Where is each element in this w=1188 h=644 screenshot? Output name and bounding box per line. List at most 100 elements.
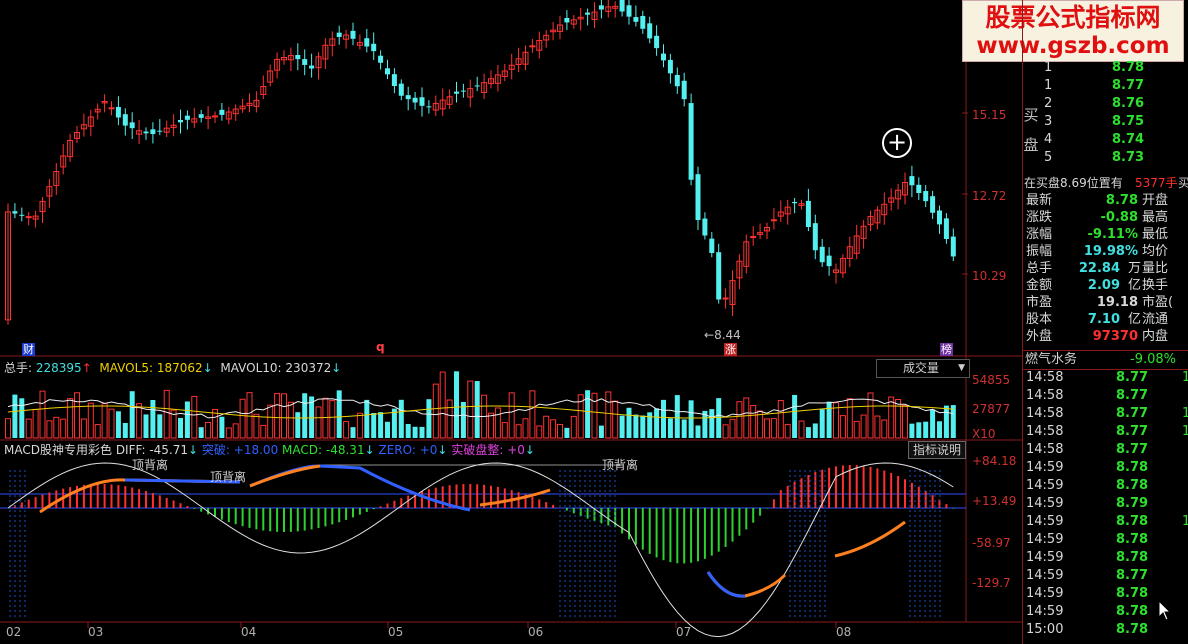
stat-label: 股本 xyxy=(1026,312,1053,327)
buy-level-row[interactable]: 2 8.76 xyxy=(1042,95,1188,113)
tick-row: 14:59 8.78 1 xyxy=(1024,513,1188,531)
stat-row: 外盘 97370 内盘 xyxy=(1024,328,1188,345)
buy-level-number: 1 xyxy=(1044,78,1053,93)
buy-label-top: 买 xyxy=(1023,106,1039,124)
mavol10-value: 230372 xyxy=(285,361,332,375)
tick-row: 14:59 8.78 xyxy=(1024,549,1188,567)
volume-bar xyxy=(460,401,466,438)
volume-bar xyxy=(577,394,584,439)
candle-body xyxy=(391,74,397,86)
candle-body xyxy=(777,211,784,217)
candle-body xyxy=(661,53,666,61)
stat-value: 97370 xyxy=(1092,329,1138,344)
volume-bar xyxy=(695,425,701,438)
down-arrow-icon: ↓ xyxy=(331,361,342,375)
stat-right-label: 最低 xyxy=(1142,227,1169,242)
candle-body xyxy=(674,74,680,87)
candle-body xyxy=(446,96,453,105)
tick-volume: 1 xyxy=(1182,514,1188,529)
candlestick-chart[interactable] xyxy=(0,0,1022,644)
buy-level-row[interactable]: 1 8.77 xyxy=(1042,77,1188,95)
volume-bar xyxy=(232,423,239,439)
volume-bar xyxy=(5,418,11,439)
volume-bar xyxy=(426,399,432,438)
indicator-dropdown-label: 成交量 xyxy=(903,361,940,375)
volume-bar xyxy=(163,389,170,439)
candle-body xyxy=(232,108,239,115)
tick-price: 8.77 xyxy=(1116,370,1149,385)
date-axis-tick: 02 xyxy=(6,625,22,639)
buy-level-row[interactable]: 1 8.78 xyxy=(1042,59,1188,77)
limit-up-marker[interactable]: 涨 xyxy=(724,343,737,356)
volume-bar xyxy=(508,392,515,439)
buy-level-number: 1 xyxy=(1044,60,1053,75)
volume-bar xyxy=(343,421,350,439)
volume-bar xyxy=(826,401,832,438)
candle-body xyxy=(729,280,736,306)
candle-body xyxy=(605,6,612,12)
volume-bar xyxy=(764,418,770,439)
candle-body xyxy=(508,64,515,70)
volume-bar xyxy=(46,420,53,439)
chevron-down-icon: ▼ xyxy=(958,363,965,373)
volume-bar xyxy=(612,400,619,439)
candle-body xyxy=(764,227,770,232)
indicator-help-button[interactable]: 指标说明 xyxy=(908,441,966,459)
macd-axis-tick: -129.7 xyxy=(972,576,1011,590)
volume-bar xyxy=(25,418,32,439)
zero-label: ZERO: xyxy=(378,443,416,457)
candle-body xyxy=(867,216,874,226)
buy-level-row[interactable]: 4 8.74 xyxy=(1042,131,1188,149)
candle-body xyxy=(501,70,508,77)
up-arrow-icon: ↑ xyxy=(81,361,92,375)
stat-row: 涨幅 -9.11% 最低 xyxy=(1024,226,1188,243)
buy-level-row[interactable]: 5 8.73 xyxy=(1042,149,1188,167)
candle-body xyxy=(833,269,839,273)
candle-body xyxy=(336,32,342,37)
tick-time: 14:59 xyxy=(1026,550,1064,565)
stat-row: 总手 22.84 万 量比 xyxy=(1024,260,1188,277)
volume-bar xyxy=(136,403,143,439)
volume-bar xyxy=(122,422,128,438)
tick-price: 8.78 xyxy=(1116,460,1149,475)
volume-bar xyxy=(743,397,750,439)
buy-level-row[interactable]: 3 8.75 xyxy=(1042,113,1188,131)
volume-bar xyxy=(494,407,501,439)
volume-bar xyxy=(943,405,949,438)
macd-label: MACD: xyxy=(282,443,323,457)
candle-body xyxy=(246,102,253,107)
candle-body xyxy=(122,114,128,126)
candle-body xyxy=(295,54,301,60)
volume-bar xyxy=(143,414,149,438)
volume-bar xyxy=(515,424,522,439)
volume-bar xyxy=(792,394,798,438)
finance-marker[interactable]: 财 xyxy=(22,343,35,356)
candle-body xyxy=(626,5,632,17)
stat-right-label: 开盘 xyxy=(1142,193,1169,208)
ranking-marker[interactable]: 榜 xyxy=(940,343,953,356)
industry-row[interactable]: 燃气水务 -9.08% xyxy=(1022,350,1188,370)
volume-bar xyxy=(681,419,687,438)
watermark-title: 股票公式指标网 xyxy=(985,3,1161,32)
volume-bar xyxy=(702,410,708,438)
volume-bar xyxy=(53,416,60,439)
volume-bar xyxy=(129,391,135,438)
q-marker[interactable]: q xyxy=(376,340,385,354)
volume-bar xyxy=(839,415,846,439)
candle-body xyxy=(364,38,370,47)
volume-bar xyxy=(888,396,895,439)
total-volume-value: 228395 xyxy=(35,361,82,375)
total-volume-label: 总手: xyxy=(4,361,33,375)
date-axis-tick: 03 xyxy=(88,625,104,639)
tupo-label: 突破: xyxy=(201,443,230,457)
shipo-value: +0 xyxy=(507,443,525,457)
buy-level-price: 8.73 xyxy=(1112,150,1145,165)
buy-level-number: 4 xyxy=(1044,132,1053,147)
shipo-label: 实破盘整: xyxy=(451,443,504,457)
stat-right-label: 量比 xyxy=(1142,261,1169,276)
candle-body xyxy=(950,236,956,257)
stat-value: -0.88 xyxy=(1100,210,1138,225)
stat-unit: 亿 xyxy=(1128,278,1142,293)
indicator-dropdown[interactable]: 成交量 ▼ xyxy=(876,359,970,378)
candle-body xyxy=(39,200,46,213)
